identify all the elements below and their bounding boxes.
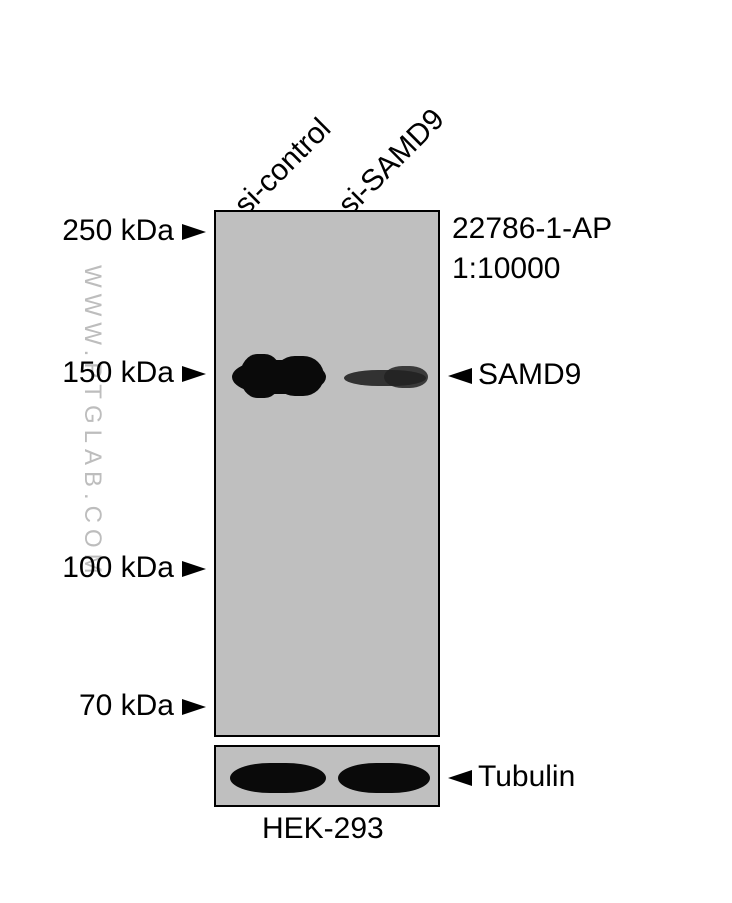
mw-100: 100 kDa (52, 551, 174, 585)
tubulin-band-lane1 (230, 763, 326, 793)
tubulin-arrow (448, 770, 472, 786)
lane1-label: si-control (228, 112, 338, 222)
loading-blot-panel (214, 745, 440, 807)
tubulin-label: Tubulin (478, 760, 575, 794)
watermark-text: WWW.PTGLAB.COM (78, 265, 106, 580)
antibody-catalog: 22786-1-AP (452, 212, 612, 246)
tubulin-band-lane2 (338, 763, 430, 793)
figure-container: WWW.PTGLAB.COM si-control si-SAMD9 250 k… (0, 0, 732, 903)
mw-100-arrow (182, 561, 206, 577)
mw-70: 70 kDa (66, 689, 174, 723)
main-blot-panel (214, 210, 440, 737)
mw-70-arrow (182, 699, 206, 715)
antibody-dilution: 1:10000 (452, 252, 560, 286)
mw-250-arrow (182, 224, 206, 240)
mw-250: 250 kDa (52, 214, 174, 248)
samd9-arrow (448, 368, 472, 384)
samd9-band-lane2-thick (384, 366, 428, 388)
lane2-label: si-SAMD9 (332, 102, 452, 222)
mw-150: 150 kDa (52, 356, 174, 390)
cell-line-label: HEK-293 (262, 812, 384, 846)
samd9-label: SAMD9 (478, 358, 581, 392)
samd9-band-lane1-blob2 (274, 356, 324, 396)
mw-150-arrow (182, 366, 206, 382)
